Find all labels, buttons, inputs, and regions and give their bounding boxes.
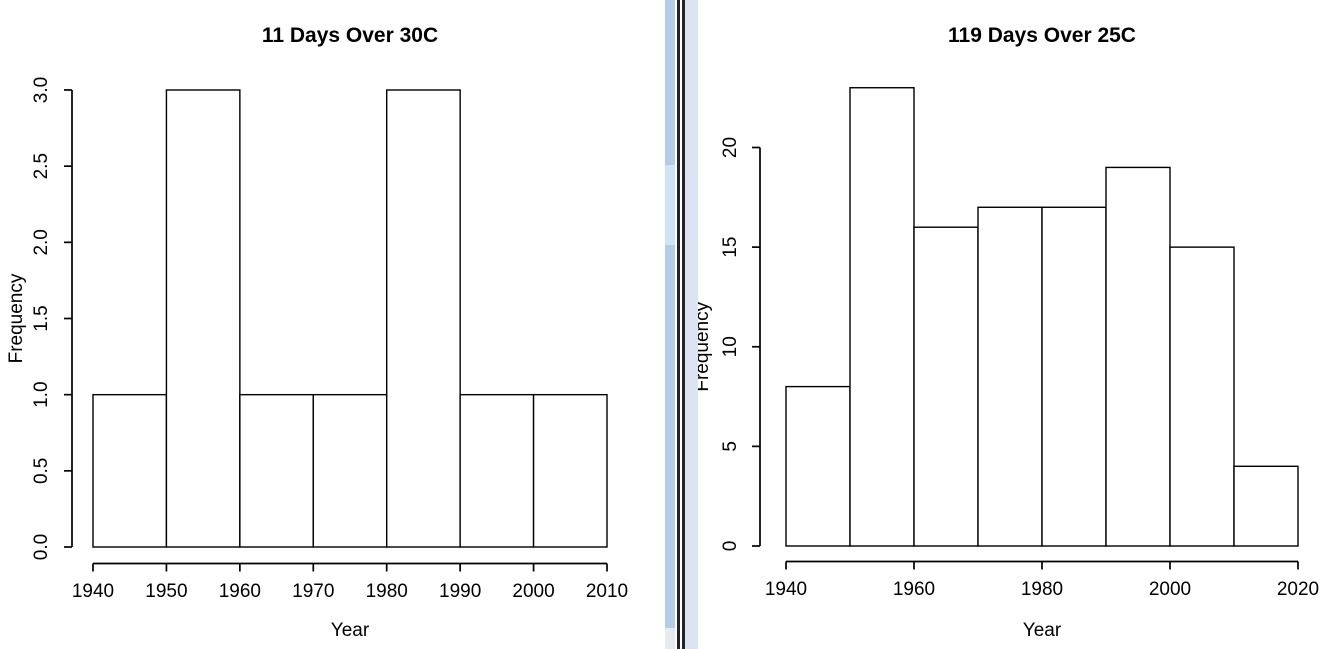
histogram-bar [1105, 166, 1171, 547]
y-tick-label: 2.0 [31, 229, 52, 255]
y-tick-label: 10 [720, 336, 741, 357]
histogram-bar [1233, 465, 1299, 547]
left-pane-scrollbar-end [665, 628, 675, 649]
histogram-bar [532, 393, 608, 548]
histogram-bar [239, 393, 314, 548]
left-window-border[interactable] [677, 0, 680, 649]
y-tick-label: 0.0 [31, 534, 52, 560]
histogram-bar [849, 87, 915, 547]
chart-title: 11 Days Over 30C [262, 24, 438, 47]
histogram-bar [165, 89, 241, 548]
histogram-bars [785, 87, 1299, 547]
x-tick-label: 2020 [1277, 579, 1319, 600]
histogram-bar [459, 393, 535, 548]
chart-title: 119 Days Over 25C [948, 24, 1136, 47]
window-divider [665, 0, 698, 649]
left-pane-scrollbar-thumb[interactable] [665, 165, 675, 245]
left-pane-scrollbar[interactable] [665, 0, 675, 628]
x-tick-label: 2000 [1149, 579, 1191, 600]
histogram-days-over-25c: 0 5 10 15 20 1940 1960 1980 2000 2020 119 Days Ove… [692, 24, 1319, 641]
y-tick-label: 2.5 [31, 153, 52, 179]
histogram-bar [977, 206, 1043, 547]
histogram-bar [1041, 206, 1107, 547]
y-tick-label: 20 [720, 137, 741, 158]
y-tick-label: 0 [720, 541, 741, 552]
histogram-bar [785, 385, 851, 547]
y-tick-label: 1.5 [31, 305, 52, 331]
histogram-bar [913, 226, 979, 547]
histogram-bars [92, 89, 608, 548]
y-tick-label: 15 [720, 237, 741, 258]
x-tick-label: 2000 [512, 581, 554, 602]
x-tick-label: 1940 [765, 579, 807, 600]
x-tick-label: 1950 [145, 581, 187, 602]
histogram-bar [312, 393, 388, 548]
histogram-bar [386, 89, 461, 548]
x-axis-title: Year [1023, 620, 1062, 641]
y-axis-title: Frequency [6, 273, 27, 363]
x-tick-label: 1970 [292, 581, 334, 602]
x-tick-label: 1990 [439, 581, 481, 602]
histogram-bar [92, 393, 168, 548]
x-tick-label: 1980 [1021, 579, 1063, 600]
histogram-days-over-30c: 0.0 0.5 1.0 1.5 2.0 2.5 3.0 1940 1950 1960 1970 198… [6, 24, 628, 641]
x-tick-label: 1960 [219, 581, 261, 602]
y-tick-label: 1.0 [31, 381, 52, 407]
y-tick-label: 5 [720, 441, 741, 452]
x-tick-label: 1940 [72, 581, 114, 602]
right-pane-margin [685, 0, 698, 649]
y-tick-label: 0.5 [31, 458, 52, 484]
histogram-bar [1169, 246, 1235, 547]
x-tick-label: 1980 [366, 581, 408, 602]
right-window-border[interactable] [682, 0, 685, 649]
y-tick-label: 3.0 [31, 77, 52, 103]
x-tick-label: 2010 [586, 581, 628, 602]
x-tick-label: 1960 [893, 579, 935, 600]
x-axis-title: Year [331, 620, 370, 641]
